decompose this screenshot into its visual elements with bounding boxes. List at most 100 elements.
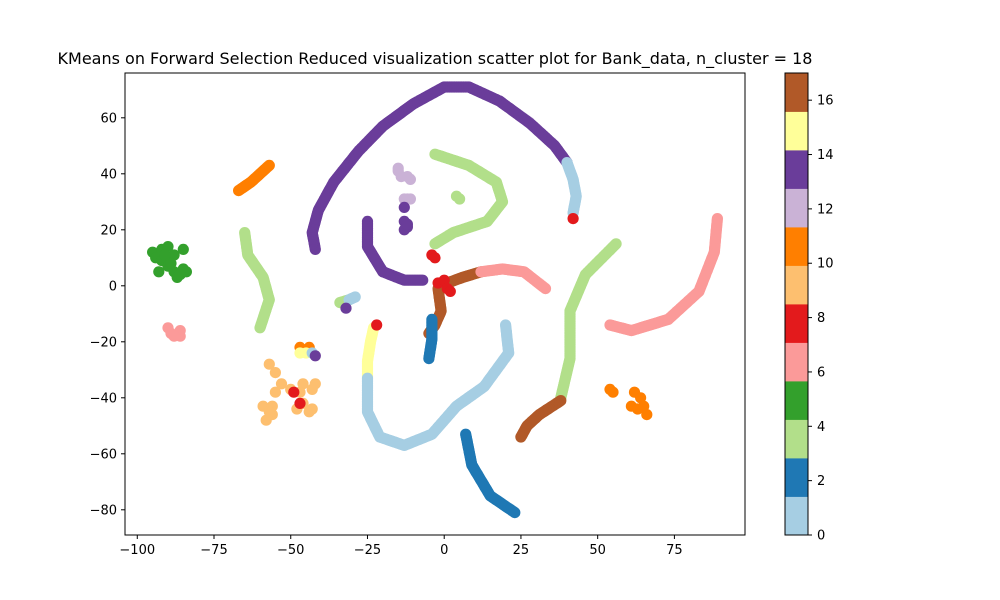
data-point (429, 238, 441, 250)
data-point (306, 383, 318, 395)
x-tick-label: −50 (277, 543, 304, 558)
cluster-0-group (561, 157, 582, 219)
y-tick-label: 20 (100, 223, 117, 238)
y-tick-label: −60 (90, 447, 117, 462)
colorbar-segment (785, 496, 808, 536)
cluster-14-group (309, 350, 321, 362)
cluster-4-group (239, 227, 275, 334)
colorbar-segment (785, 227, 808, 266)
data-point (165, 257, 177, 269)
cluster-0-group (343, 291, 361, 306)
y-tick-label: −80 (90, 503, 117, 518)
colorbar-segment (785, 73, 808, 112)
data-point (404, 193, 416, 205)
y-axis: −80 −60 −40 −20 0 20 40 60 (90, 111, 125, 518)
cluster-5-group (147, 241, 192, 283)
data-point (168, 330, 180, 342)
data-point (159, 249, 171, 261)
plot-frame (124, 72, 746, 536)
data-point (275, 378, 288, 390)
data-point (306, 403, 318, 415)
data-point (438, 274, 450, 286)
y-tick-label: −20 (90, 335, 117, 350)
data-point (632, 403, 644, 415)
colorbar-segment (785, 150, 808, 189)
cluster-11-group (233, 159, 275, 197)
data-point (398, 201, 410, 213)
colorbar-segment (785, 304, 808, 343)
data-point (297, 378, 309, 390)
colorbar: 0 2 4 6 8 10 12 14 16 (784, 72, 834, 544)
data-point (263, 406, 275, 418)
cluster-6-group (604, 213, 724, 337)
cluster-0-group (361, 319, 515, 451)
data-point (401, 218, 413, 230)
colorbar-tick-label: 6 (817, 365, 825, 380)
cluster-4-group (429, 148, 509, 250)
colorbar-tick-label: 2 (817, 474, 825, 489)
x-tick-label: −100 (119, 543, 155, 558)
x-tick-label: −25 (354, 543, 381, 558)
x-tick-label: 0 (440, 543, 448, 558)
data-point (607, 386, 619, 398)
data-point (294, 397, 306, 409)
colorbar-segment (785, 419, 808, 459)
colorbar-tick-label: 12 (817, 202, 834, 217)
cluster-6-group (475, 263, 552, 295)
data-point (162, 241, 174, 253)
cluster-2-group (423, 313, 438, 365)
y-tick-label: −40 (90, 391, 117, 406)
cluster-6-group (162, 322, 186, 342)
data-point (509, 506, 521, 519)
colorbar-segment (785, 381, 808, 420)
plot-area (147, 81, 724, 519)
data-point (429, 252, 441, 264)
data-point (539, 283, 552, 295)
data-point (404, 173, 416, 185)
y-tick-label: 40 (100, 167, 117, 182)
data-point (417, 274, 429, 286)
x-tick-label: 50 (589, 543, 606, 558)
chart-title: KMeans on Forward Selection Reduced visu… (58, 49, 813, 69)
data-point (263, 358, 275, 370)
data-point (444, 285, 456, 297)
data-point (269, 367, 281, 379)
data-point (177, 243, 189, 255)
data-point (515, 431, 527, 443)
cluster-9-group (257, 358, 321, 426)
y-tick-label: 60 (100, 111, 117, 126)
colorbar-tick-label: 14 (817, 148, 834, 163)
cluster-4-group (450, 190, 466, 205)
data-point (567, 213, 579, 225)
cluster-14-group (361, 215, 429, 286)
data-point (288, 386, 300, 398)
colorbar-tick-label: 0 (817, 529, 825, 544)
cluster-2-group (460, 428, 521, 519)
data-point (168, 249, 180, 261)
data-point (349, 291, 361, 303)
x-tick-label: −75 (200, 543, 227, 558)
colorbar-tick-label: 8 (817, 311, 825, 326)
cluster-8-group (288, 213, 579, 409)
cluster-12-group (392, 162, 416, 205)
data-point (500, 319, 512, 331)
x-axis: −100 −75 −50 −25 0 25 50 75 (119, 535, 683, 558)
data-point (371, 319, 383, 331)
data-point (641, 409, 653, 421)
data-point (340, 302, 352, 314)
data-point (263, 159, 275, 171)
colorbar-tick-label: 16 (817, 94, 834, 109)
cluster-11-group (294, 341, 653, 421)
colorbar-segment (785, 111, 808, 151)
x-tick-label: 75 (666, 543, 683, 558)
y-tick-label: 0 (109, 279, 117, 294)
data-point (392, 165, 404, 177)
data-point (423, 353, 435, 365)
data-point (153, 266, 165, 278)
colorbar-segment (785, 458, 808, 497)
data-point (454, 193, 466, 205)
cluster-14-group (340, 201, 413, 314)
cluster-14-group (306, 81, 573, 255)
data-point (635, 392, 647, 404)
colorbar-frame (784, 72, 809, 536)
